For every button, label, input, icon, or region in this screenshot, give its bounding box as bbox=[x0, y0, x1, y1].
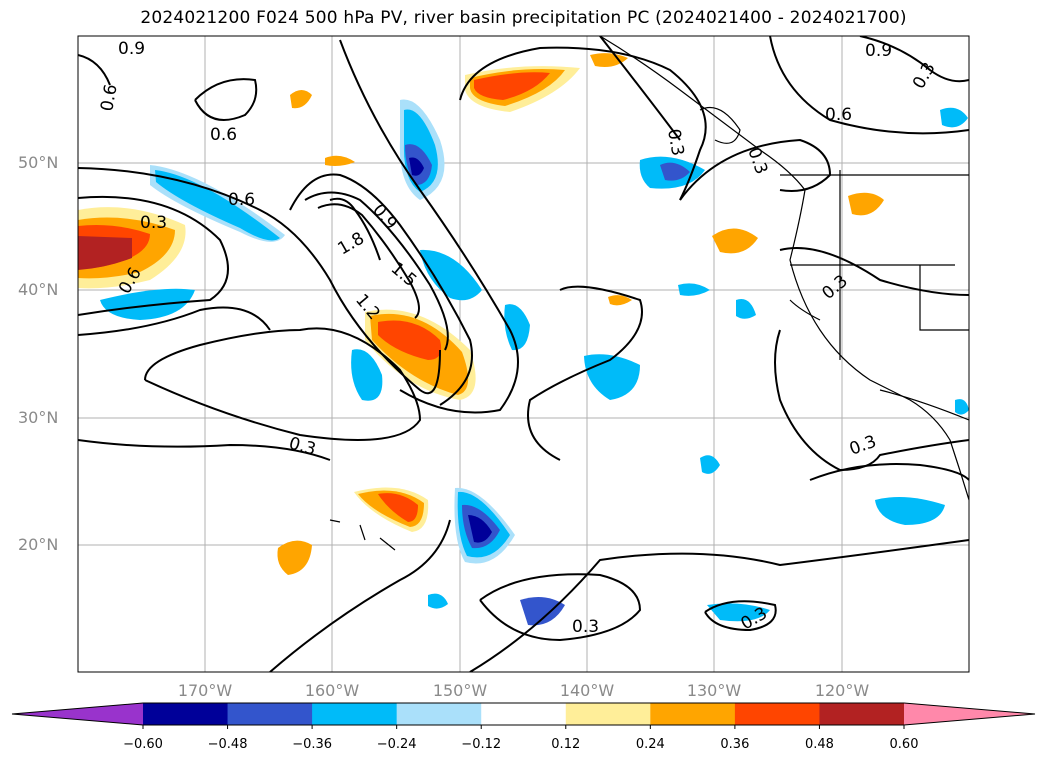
contour-label: 1.8 bbox=[335, 228, 368, 259]
lon-label: 130°W bbox=[686, 681, 742, 700]
colorbar-tick-label: −0.48 bbox=[207, 737, 248, 752]
contour-label: 0.6 bbox=[825, 105, 852, 125]
colorbar-tick-label: −0.12 bbox=[461, 737, 502, 752]
lon-label: 150°W bbox=[432, 681, 488, 700]
colorbar bbox=[11, 702, 1036, 729]
contour-label: 0.3 bbox=[572, 617, 599, 637]
colorbar-tick-label: 0.24 bbox=[635, 737, 665, 752]
gridlines bbox=[78, 36, 969, 672]
colorbar-extend-max bbox=[904, 703, 1035, 725]
contour-label: 0.6 bbox=[97, 83, 121, 113]
contour-label: 0.6 bbox=[210, 125, 237, 145]
contour-label: 0.9 bbox=[118, 39, 145, 59]
lat-label: 40°N bbox=[18, 280, 59, 299]
contour-label: 0.3 bbox=[847, 432, 879, 460]
lon-label: 120°W bbox=[814, 681, 870, 700]
colorbar-tick-label: −0.36 bbox=[292, 737, 333, 752]
colorbar-cell bbox=[650, 703, 736, 725]
contour-label: 0.3 bbox=[743, 145, 771, 177]
map-content bbox=[78, 36, 969, 672]
contour-label: 0.9 bbox=[865, 41, 892, 61]
colorbar-tick-label: −0.60 bbox=[123, 737, 163, 752]
lat-label: 20°N bbox=[18, 535, 59, 554]
lon-label: 160°W bbox=[304, 681, 360, 700]
pv-contours bbox=[78, 36, 969, 672]
colorbar-cell bbox=[481, 703, 567, 725]
contour-label: 0.3 bbox=[818, 271, 852, 304]
contour-label: 0.3 bbox=[909, 59, 940, 92]
colorbar-cell bbox=[227, 703, 313, 725]
colorbar-cell bbox=[734, 703, 820, 725]
lon-label: 170°W bbox=[177, 681, 233, 700]
contour-label: 0.6 bbox=[228, 190, 255, 210]
lat-label: 30°N bbox=[18, 408, 59, 427]
colorbar-tick-label: −0.24 bbox=[376, 737, 417, 752]
colorbar-tick-label: 0.36 bbox=[720, 737, 750, 752]
colorbar-cell bbox=[312, 703, 398, 725]
lon-label: 140°W bbox=[559, 681, 615, 700]
colorbar-tick-label: 0.48 bbox=[804, 737, 834, 752]
colorbar-cell bbox=[143, 703, 229, 725]
colorbar-extend-min bbox=[12, 703, 143, 725]
map-title: 2024021200 F024 500 hPa PV, river basin … bbox=[140, 8, 907, 28]
colorbar-cell bbox=[396, 703, 482, 725]
colorbar-tick-label: 0.12 bbox=[551, 737, 581, 752]
contour-label: 0.3 bbox=[663, 127, 687, 157]
colorbar-cell bbox=[819, 703, 905, 725]
coastlines bbox=[329, 36, 969, 551]
map-frame bbox=[77, 35, 970, 673]
lat-label: 50°N bbox=[18, 153, 59, 172]
colorbar-cell bbox=[565, 703, 651, 725]
colorbar-tick-label: 0.60 bbox=[889, 737, 919, 752]
contour-label: 0.3 bbox=[140, 213, 167, 233]
